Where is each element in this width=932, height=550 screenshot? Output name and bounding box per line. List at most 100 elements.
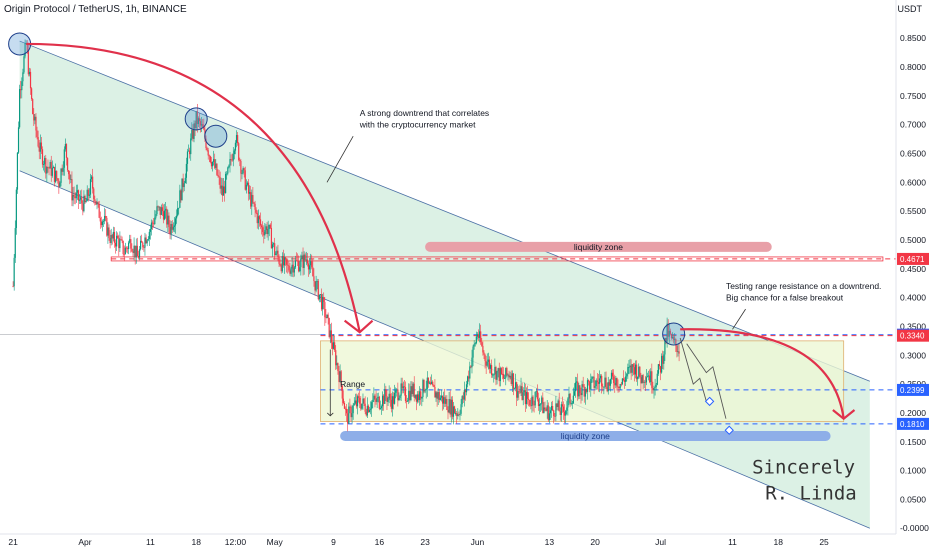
candle-body	[324, 302, 326, 318]
candle-body	[326, 314, 328, 319]
candle-body	[302, 255, 304, 268]
candle-body	[388, 393, 390, 398]
candle-body	[505, 367, 507, 379]
candle-body	[43, 164, 45, 165]
candle-body	[177, 208, 179, 216]
candle-body	[242, 168, 244, 174]
candle-body	[298, 260, 300, 272]
candle-body	[241, 173, 243, 175]
candle-body	[83, 195, 85, 212]
candle-body	[368, 409, 371, 413]
x-tick-label: 16	[375, 537, 385, 547]
candle-body	[423, 379, 425, 392]
range-arrow-head	[327, 412, 334, 417]
candle-body	[334, 342, 336, 351]
candle-body	[268, 224, 270, 229]
candle-body	[543, 407, 545, 414]
candle-body	[143, 247, 145, 249]
candle-body	[598, 378, 601, 384]
candle-body	[68, 170, 70, 175]
candle-body	[591, 377, 593, 380]
candle-body	[331, 342, 334, 349]
candle-body	[616, 378, 618, 387]
candle-body	[601, 375, 603, 387]
candle-body	[26, 43, 28, 51]
candle-body	[257, 216, 259, 224]
candle-body	[63, 149, 65, 168]
candle-body	[332, 342, 335, 349]
x-tick-label: Jul	[655, 537, 666, 547]
candle-body	[614, 383, 616, 386]
candle-body	[146, 240, 148, 244]
candle-body	[545, 409, 547, 411]
candle-body	[632, 364, 634, 368]
candle-body	[415, 394, 417, 402]
candle-body	[664, 337, 666, 355]
candle-body	[491, 365, 493, 375]
candle-body	[383, 395, 385, 404]
candle-body	[124, 247, 126, 255]
candle-body	[138, 249, 141, 258]
candle-body	[495, 367, 497, 380]
candle-body	[560, 404, 562, 415]
candle-body	[179, 190, 181, 208]
candle-body	[581, 384, 583, 396]
candle-body	[574, 382, 577, 392]
candle-body	[278, 256, 280, 264]
candle-body	[191, 130, 193, 139]
candle-body	[318, 294, 320, 300]
candle-body	[129, 239, 131, 243]
candle-body	[118, 238, 120, 249]
candle-body	[404, 387, 407, 402]
candle-body	[496, 371, 498, 380]
candle-body	[366, 405, 368, 416]
candle-body	[72, 194, 74, 201]
x-tick-label: 13	[545, 537, 555, 547]
candle-body	[59, 182, 61, 187]
candle-body	[123, 254, 125, 255]
y-tick-label: 0.3500	[900, 321, 926, 331]
candle-body	[80, 197, 82, 200]
candle-body	[113, 231, 116, 243]
candle-body	[429, 382, 432, 385]
candle-body	[52, 166, 55, 169]
candle-body	[528, 398, 530, 400]
candle-body	[594, 386, 596, 388]
candle-body	[658, 364, 661, 367]
candle-body	[13, 257, 15, 287]
candle-body	[56, 170, 58, 179]
candle-body	[246, 182, 249, 185]
candle-body	[665, 337, 667, 342]
candle-body	[538, 404, 541, 407]
high-marker-3	[662, 322, 686, 346]
candle-body	[70, 179, 72, 180]
candle-body	[223, 186, 226, 194]
candle-body	[122, 240, 124, 255]
candle-body	[399, 395, 401, 398]
candle-body	[497, 368, 499, 372]
candle-body	[117, 235, 119, 239]
candle-body	[562, 406, 565, 412]
candle-body	[673, 336, 675, 340]
candle-body	[317, 280, 319, 300]
candle-body	[89, 179, 92, 195]
candle-body	[107, 227, 109, 236]
y-tick-label: 0.6500	[900, 148, 926, 158]
candle-body	[676, 345, 678, 353]
candle-body	[169, 227, 171, 235]
candle-body	[217, 174, 219, 177]
candle-body	[54, 170, 57, 182]
candle-body	[229, 159, 231, 166]
candle-body	[15, 189, 17, 229]
candle-body	[105, 215, 107, 218]
symbol-title: Origin Protocol / TetherUS, 1h, BINANCE	[4, 4, 187, 15]
candle-body	[456, 413, 458, 416]
candle-body	[310, 261, 312, 266]
candle-body	[652, 387, 654, 391]
candle-body	[579, 385, 581, 394]
candle-body	[452, 406, 455, 417]
candle-body	[73, 194, 75, 197]
candle-body	[547, 405, 549, 421]
candle-body	[609, 379, 612, 386]
candle-body	[165, 208, 167, 211]
